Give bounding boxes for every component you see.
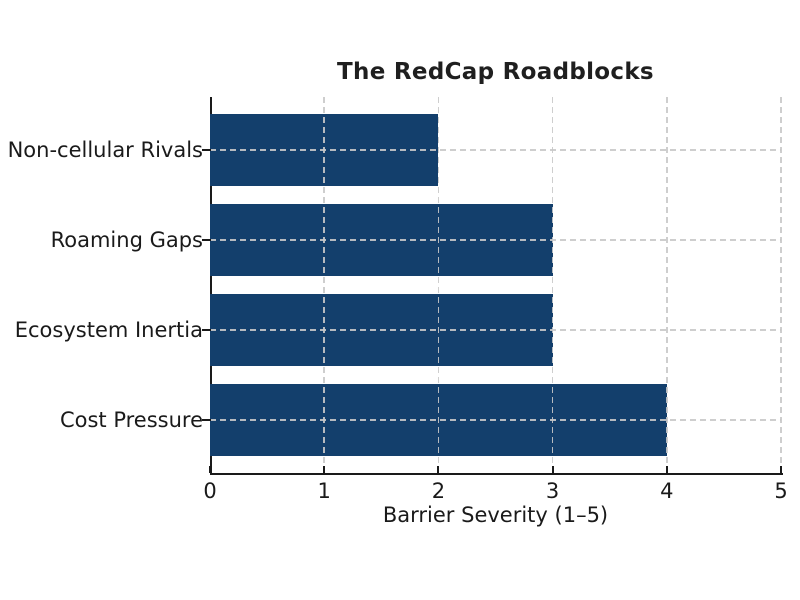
- x-axis-label: Barrier Severity (1–5): [382, 503, 609, 527]
- chart-title: The RedCap Roadblocks: [337, 59, 654, 85]
- x-tick-mark: [665, 466, 668, 473]
- y-tick-mark: [202, 239, 211, 242]
- x-tick-mark: [551, 466, 554, 473]
- y-tick-mark: [202, 149, 211, 152]
- x-tick-mark: [437, 466, 440, 473]
- x-tick-label: 4: [660, 479, 674, 503]
- gridline: [210, 239, 781, 241]
- x-tick-mark: [780, 466, 782, 473]
- y-axis-label: Roaming Gaps: [50, 228, 203, 253]
- y-tick-mark: [202, 328, 211, 331]
- y-axis-label: Cost Pressure: [59, 407, 203, 432]
- x-tick-mark: [209, 466, 211, 473]
- x-tick-label: 1: [317, 479, 331, 503]
- gridline: [210, 329, 781, 331]
- x-tick-label: 0: [203, 479, 217, 503]
- gridline: [551, 97, 554, 473]
- gridline: [323, 97, 325, 473]
- plot-area: [210, 97, 783, 475]
- gridline: [780, 97, 782, 473]
- gridline: [437, 97, 440, 473]
- x-tick-label: 5: [774, 479, 788, 503]
- gridline: [210, 149, 781, 151]
- y-axis-label: Non-cellular Rivals: [7, 138, 203, 163]
- y-axis-label: Ecosystem Inertia: [14, 317, 203, 342]
- x-tick-mark: [323, 466, 326, 473]
- y-tick-mark: [202, 418, 211, 421]
- gridline: [666, 97, 668, 473]
- x-tick-label: 3: [545, 479, 560, 503]
- gridline: [210, 419, 781, 421]
- x-tick-label: 2: [431, 479, 446, 503]
